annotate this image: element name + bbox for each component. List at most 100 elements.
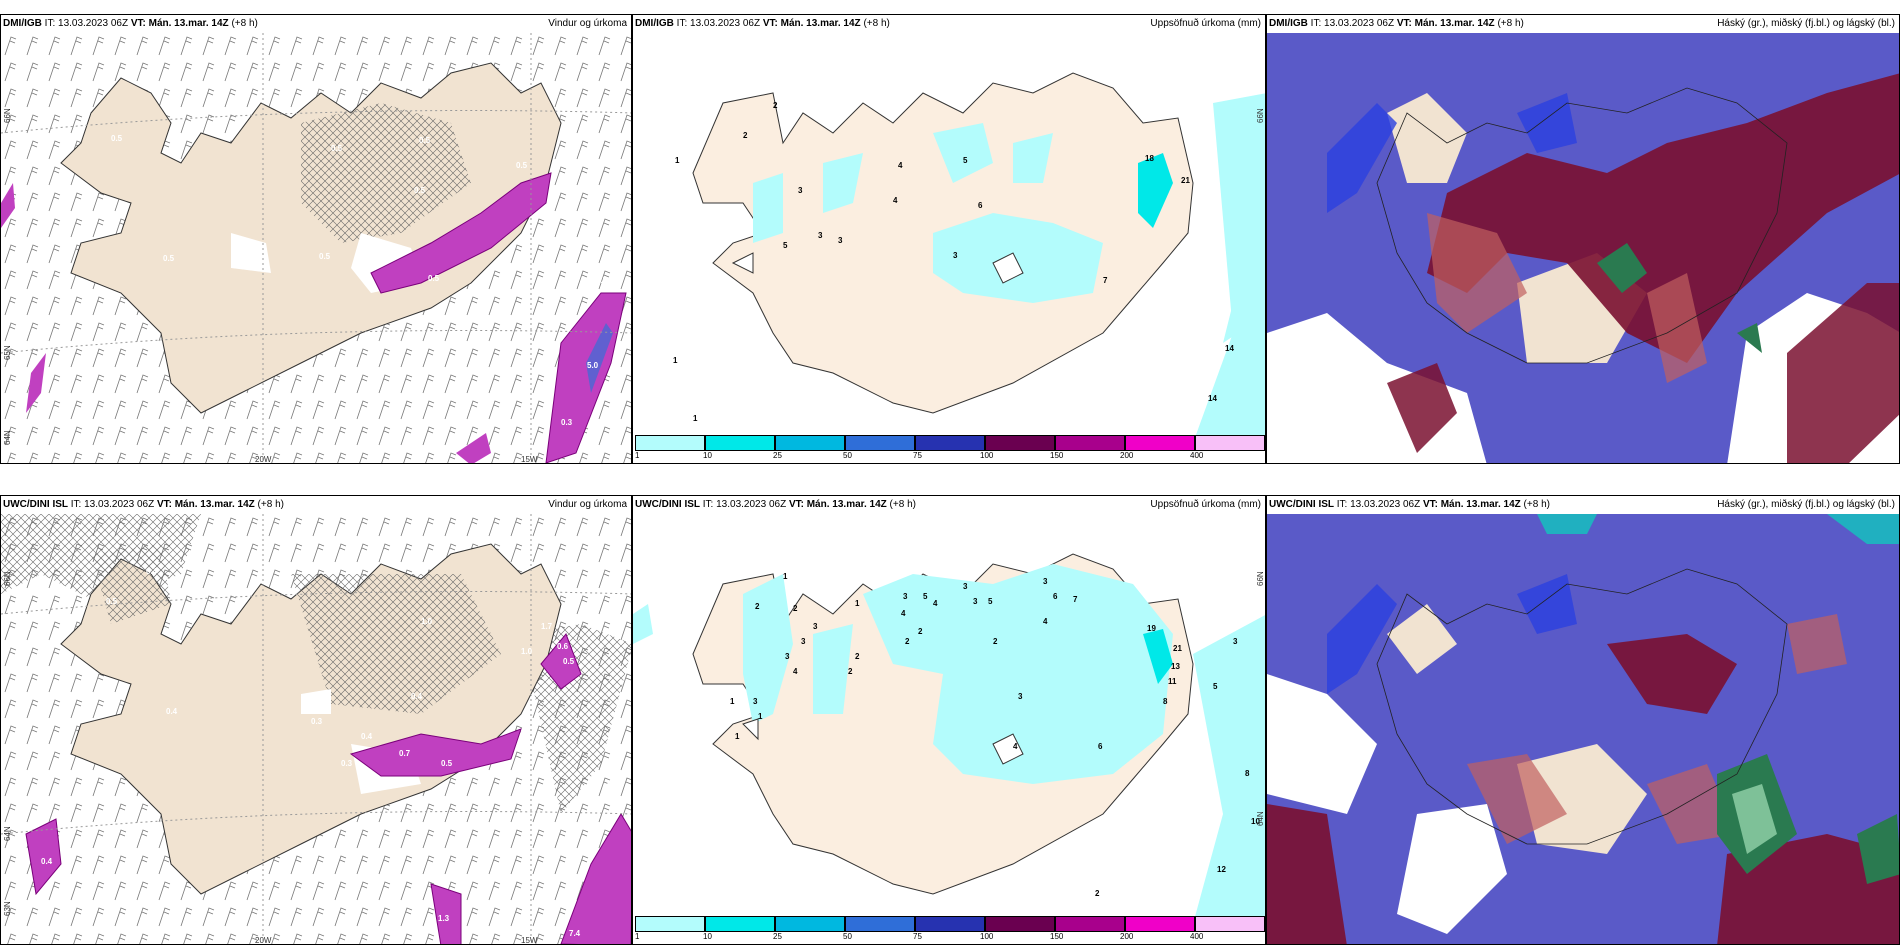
value-label: 1 xyxy=(783,572,788,581)
value-label: 2 xyxy=(755,602,760,611)
value-label: 5 xyxy=(963,156,968,165)
precip-hatch xyxy=(301,103,471,243)
panel-uwc-accum-precip: UWC/DINI ISL IT: 13.03.2023 06Z VT: Mán.… xyxy=(632,495,1266,945)
value-label: 8 xyxy=(1163,697,1168,706)
valid-time: VT: Mán. 13.mar. 14Z xyxy=(762,18,861,29)
legend-swatch xyxy=(705,435,775,451)
value-label: 14 xyxy=(1208,394,1217,403)
value-label: 0.5 xyxy=(414,186,426,195)
value-label: 2 xyxy=(1095,889,1100,898)
precip-band xyxy=(370,172,552,294)
panel-header: DMI/IGB IT: 13.03.2023 06Z VT: Mán. 13.m… xyxy=(1,15,631,33)
value-label: 0.5 xyxy=(563,657,575,666)
value-label: 0.4 xyxy=(146,567,158,576)
legend-swatch xyxy=(775,435,845,451)
value-label: 8 xyxy=(1245,769,1250,778)
value-label: 2 xyxy=(905,637,910,646)
model-name: UWC/DINI ISL xyxy=(635,499,700,510)
legend-tick: 400 xyxy=(1190,932,1204,941)
lead-time: (+8 h) xyxy=(1494,18,1524,29)
value-label: 3 xyxy=(1233,637,1238,646)
value-label: 0.5 xyxy=(596,276,608,285)
precip-color-legend: 1 10 25 50 75 100 150 200 400 xyxy=(635,916,1265,941)
value-label: 21 xyxy=(1173,644,1182,653)
value-label: 0.3 xyxy=(561,418,573,427)
value-label: 1 xyxy=(675,156,680,165)
value-label: 0.6 xyxy=(557,642,569,651)
lead-time: (+8 h) xyxy=(886,499,916,510)
value-label: 5 xyxy=(783,241,788,250)
precip-area-core xyxy=(1138,153,1173,228)
value-label: 0.4 xyxy=(411,692,423,701)
precip-band xyxy=(1223,253,1258,343)
value-label: 1 xyxy=(855,599,860,608)
value-label: 21 xyxy=(1181,176,1190,185)
lat-label: 65N xyxy=(3,345,12,360)
legend-tick: 200 xyxy=(1120,451,1134,460)
precip-area xyxy=(863,564,1173,784)
value-label: 7.4 xyxy=(569,929,581,938)
panel-title: Háský (gr.), miðský (fj.bl.) og lágský (… xyxy=(1717,499,1895,510)
value-label: 19 xyxy=(1147,624,1156,633)
value-label: 0.3 xyxy=(311,717,323,726)
init-time: IT: 13.03.2023 06Z xyxy=(673,18,763,29)
lat-label: 66N xyxy=(3,571,12,586)
value-label: 0.5 xyxy=(163,254,175,263)
value-label: 0.5 xyxy=(106,597,118,606)
init-time: IT: 13.03.2023 06Z xyxy=(1334,499,1423,510)
lat-label: 66N xyxy=(1256,108,1265,123)
sea-precip xyxy=(633,604,653,644)
value-label: 6 xyxy=(1098,742,1103,751)
init-time: IT: 13.03.2023 06Z xyxy=(68,499,157,510)
legend-swatch xyxy=(1055,916,1125,932)
legend-tick: 10 xyxy=(703,451,712,460)
panel-dmi-clouds: DMI/IGB IT: 13.03.2023 06Z VT: Mán. 13.m… xyxy=(1266,14,1900,464)
sea-precip xyxy=(1193,93,1265,443)
value-label: 0.5 xyxy=(111,134,123,143)
coastline xyxy=(1376,568,1788,845)
high-cloud xyxy=(1427,73,1899,363)
precip-area xyxy=(933,213,1103,303)
model-name: DMI/IGB xyxy=(635,18,674,29)
panel-title: Vindur og úrkoma xyxy=(548,499,627,510)
value-label: 5 xyxy=(923,592,928,601)
graticule xyxy=(1,514,631,944)
legend-tick: 25 xyxy=(773,451,782,460)
precip-value-labels: 0.4 0.5 0.4 0.3 0.4 0.7 0.5 1.0 0.4 1.0 … xyxy=(41,567,618,938)
value-label: 14 xyxy=(1225,344,1234,353)
value-label: 1 xyxy=(735,732,740,741)
legend-tick: 100 xyxy=(980,451,994,460)
value-label: 11 xyxy=(1168,677,1177,686)
lat-label: 66N xyxy=(3,108,12,123)
high-cloud xyxy=(1387,283,1899,463)
wind-precip-map: 0.4 0.5 0.4 0.3 0.4 0.7 0.5 1.0 0.4 1.0 … xyxy=(1,514,631,944)
value-label: 0.3 xyxy=(341,759,353,768)
value-label: 0.5 xyxy=(516,161,528,170)
valid-time: VT: Mán. 13.mar. 14Z xyxy=(788,499,887,510)
lead-time: (+8 h) xyxy=(254,499,284,510)
value-label: 1.3 xyxy=(438,914,450,923)
precip-area xyxy=(753,123,1053,243)
value-label: 18 xyxy=(1145,154,1154,163)
lead-time: (+8 h) xyxy=(1520,499,1550,510)
value-label: 0.4 xyxy=(166,707,178,716)
precip-band-east xyxy=(540,633,631,944)
value-label: 2 xyxy=(743,131,748,140)
value-label: 1.0 xyxy=(421,617,433,626)
cloud-cover-map xyxy=(1267,514,1899,944)
legend-tick: 75 xyxy=(913,932,922,941)
value-label: 4 xyxy=(1013,742,1018,751)
precip-core xyxy=(586,323,613,393)
legend-swatch xyxy=(915,435,985,451)
value-label: 3 xyxy=(838,236,843,245)
precip-value-labels: 1 2 2 3 3 5 4 5 4 3 6 18 21 3 7 14 14 1 … xyxy=(673,101,1234,423)
legend-tick: 10 xyxy=(703,932,712,941)
panel-header: DMI/IGB IT: 13.03.2023 06Z VT: Mán. 13.m… xyxy=(1267,15,1899,33)
precip-patches xyxy=(25,818,462,944)
legend-swatch xyxy=(845,435,915,451)
value-label: 2 xyxy=(848,667,853,676)
value-label: 1.0 xyxy=(606,782,618,791)
model-name: UWC/DINI ISL xyxy=(1269,499,1334,510)
value-label: 0.5 xyxy=(319,252,331,261)
lat-label: 63N xyxy=(3,901,12,916)
